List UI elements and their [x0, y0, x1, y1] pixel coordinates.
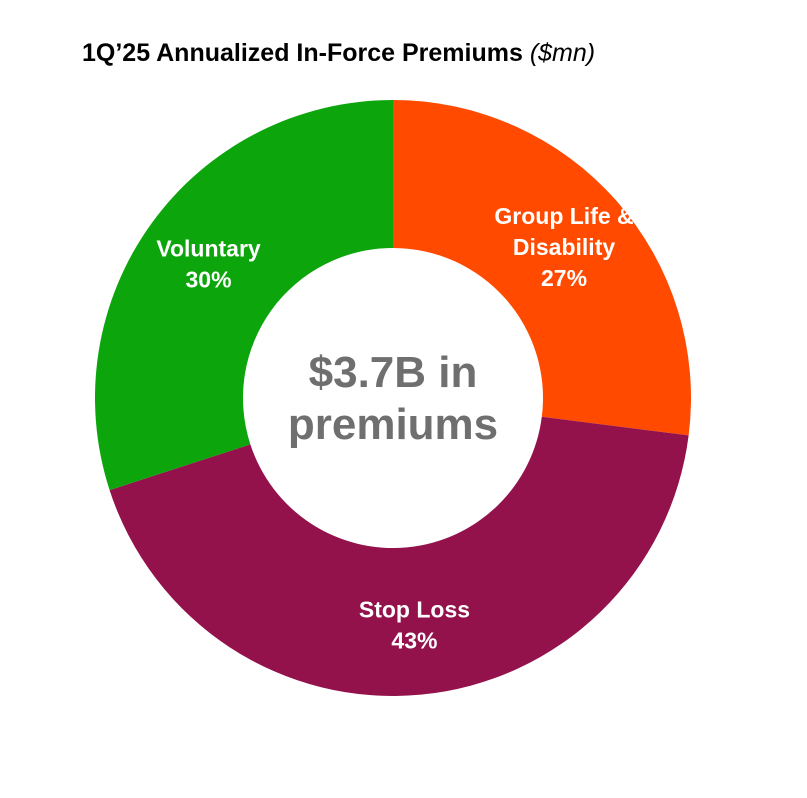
slice-name-label-group-life-disability: Group Life &: [494, 203, 633, 229]
slice-name-label-group-life-disability: Disability: [513, 234, 615, 260]
slice-voluntary: [94, 100, 394, 491]
chart-title: 1Q’25 Annualized In-Force Premiums ($mn): [82, 36, 595, 70]
slice-group-life-disability: [393, 100, 691, 436]
chart-title-text: 1Q’25 Annualized In-Force Premiums: [82, 39, 523, 67]
center-label-line: $3.7B in: [309, 348, 478, 397]
center-label-line: premiums: [288, 400, 498, 449]
slice-value-label-voluntary: 30%: [186, 266, 232, 292]
slice-name-label-stop-loss: Stop Loss: [359, 596, 470, 622]
slice-value-label-group-life-disability: 27%: [541, 265, 587, 291]
slice-name-label-voluntary: Voluntary: [156, 235, 261, 261]
slice-stop-loss: [109, 416, 689, 697]
slice-labels: Group Life & Disability 27% Stop Loss 43% Vol…: [156, 203, 633, 653]
donut-slices: [94, 100, 691, 697]
slice-value-label-stop-loss: 43%: [391, 627, 437, 653]
chart-title-unit: ($mn): [529, 39, 596, 67]
